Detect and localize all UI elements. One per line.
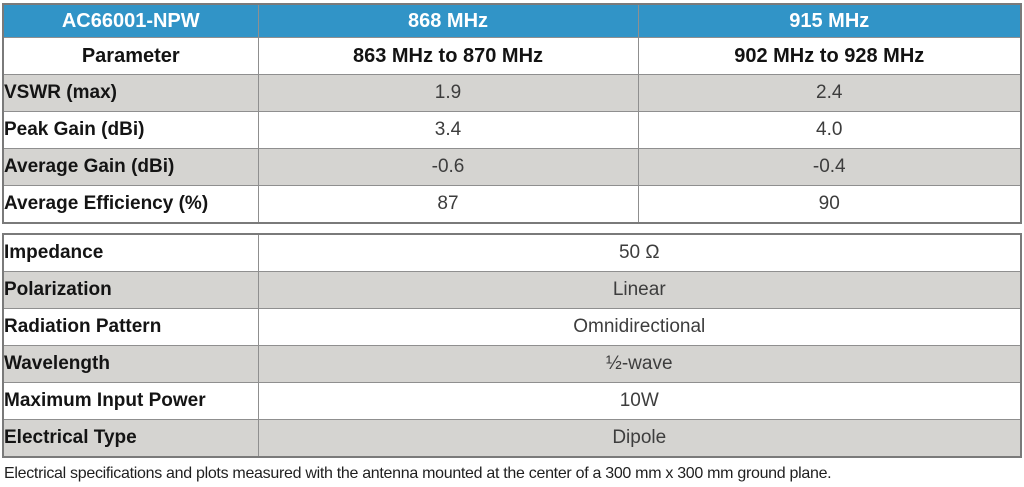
table-row-average-gain: Average Gain (dBi) -0.6 -0.4	[2, 148, 1022, 186]
band-915-header: 915 MHz	[637, 3, 1022, 38]
footnote: Electrical specifications and plots meas…	[4, 465, 832, 482]
row-value: ½-wave	[257, 345, 1022, 383]
value-868: -0.6	[257, 148, 639, 186]
table-row-average-efficiency: Average Efficiency (%) 87 90	[2, 185, 1022, 224]
value-915: -0.4	[637, 148, 1022, 186]
band-915-range-header: 902 MHz to 928 MHz	[637, 37, 1022, 75]
table-row-electrical-type: Electrical Type Dipole	[2, 419, 1022, 458]
band-868-header: 868 MHz	[257, 3, 639, 38]
value-915: 2.4	[637, 74, 1022, 112]
row-label: Wavelength	[2, 345, 259, 383]
value-915: 4.0	[637, 111, 1022, 149]
spec-table-subheader-row: Parameter 863 MHz to 870 MHz 902 MHz to …	[2, 37, 1022, 75]
spec-table-header-row: AC66001-NPW 868 MHz 915 MHz	[2, 3, 1022, 38]
table-row-peak-gain: Peak Gain (dBi) 3.4 4.0	[2, 111, 1022, 149]
row-label: Maximum Input Power	[2, 382, 259, 420]
row-value: Linear	[257, 271, 1022, 309]
model-number-header: AC66001-NPW	[2, 3, 259, 38]
value-915: 90	[637, 185, 1022, 224]
parameter-column-header: Parameter	[2, 37, 259, 75]
value-868: 3.4	[257, 111, 639, 149]
electrical-spec-table: AC66001-NPW 868 MHz 915 MHz Parameter 86…	[2, 3, 1022, 224]
row-label: VSWR (max)	[2, 74, 259, 112]
table-row-vswr: VSWR (max) 1.9 2.4	[2, 74, 1022, 112]
row-value: 50 Ω	[257, 233, 1022, 272]
table-row-wavelength: Wavelength ½-wave	[2, 345, 1022, 383]
row-label: Radiation Pattern	[2, 308, 259, 346]
value-868: 87	[257, 185, 639, 224]
band-868-range-header: 863 MHz to 870 MHz	[257, 37, 639, 75]
row-value: Omnidirectional	[257, 308, 1022, 346]
table-row-radiation-pattern: Radiation Pattern Omnidirectional	[2, 308, 1022, 346]
general-properties-table: Impedance 50 Ω Polarization Linear Radia…	[2, 233, 1022, 458]
row-label: Peak Gain (dBi)	[2, 111, 259, 149]
row-value: 10W	[257, 382, 1022, 420]
row-label: Polarization	[2, 271, 259, 309]
row-label: Electrical Type	[2, 419, 259, 458]
row-label: Average Efficiency (%)	[2, 185, 259, 224]
table-row-maximum-input-power: Maximum Input Power 10W	[2, 382, 1022, 420]
value-868: 1.9	[257, 74, 639, 112]
row-value: Dipole	[257, 419, 1022, 458]
row-label: Average Gain (dBi)	[2, 148, 259, 186]
row-label: Impedance	[2, 233, 259, 272]
table-row-impedance: Impedance 50 Ω	[2, 233, 1022, 272]
table-row-polarization: Polarization Linear	[2, 271, 1022, 309]
